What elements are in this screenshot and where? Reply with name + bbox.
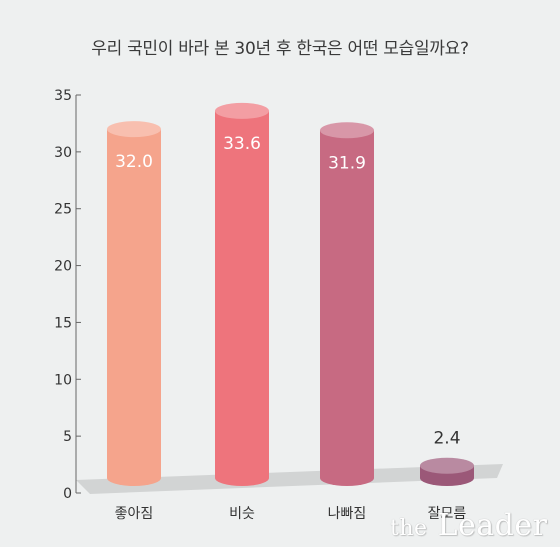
chart-title: 우리 국민이 바라 본 30년 후 한국은 어떤 모습일까요? <box>91 39 469 59</box>
y-tick-label: 35 <box>54 88 72 104</box>
bar: 31.9 <box>320 122 374 486</box>
y-tick-label: 5 <box>63 429 72 445</box>
watermark-the: the <box>390 516 428 541</box>
x-axis-labels: 좋아짐 비슷 나빠짐 잘모름 <box>115 506 467 522</box>
bar: 33.6 <box>215 102 269 486</box>
watermark-leader: Leader <box>437 508 548 543</box>
y-tick-label: 10 <box>54 372 72 388</box>
y-tick-label: 0 <box>63 486 72 502</box>
bar-body <box>320 130 374 478</box>
y-tick-label: 15 <box>54 315 72 331</box>
y-axis-ticks: 0 5 10 15 20 25 30 35 <box>54 88 81 502</box>
bar-value-label: 2.4 <box>433 429 460 449</box>
y-tick-label: 20 <box>54 259 72 275</box>
bar-base <box>320 470 374 486</box>
bar-top <box>320 122 374 139</box>
x-category-label: 나빠짐 <box>328 506 367 522</box>
bar-top <box>420 457 474 474</box>
bar-top <box>215 102 269 119</box>
x-category-label: 비슷 <box>229 506 255 522</box>
bar-top <box>107 121 161 138</box>
bar-body <box>107 129 161 478</box>
bar-value-label: 31.9 <box>328 153 366 173</box>
bar: 2.4 <box>420 429 474 486</box>
bar-base <box>107 470 161 486</box>
bars: 32.0 33.6 31.9 2.4 <box>107 102 474 486</box>
x-category-label: 잘모름 <box>428 506 467 522</box>
bar-value-label: 33.6 <box>223 134 261 154</box>
bar-value-label: 32.0 <box>115 152 153 172</box>
watermark-logo: the Leader <box>390 508 547 543</box>
bar: 32.0 <box>107 121 161 486</box>
bar-body <box>215 110 269 479</box>
bar-base <box>215 470 269 486</box>
bar-base <box>420 470 474 486</box>
y-tick-label: 30 <box>54 145 72 161</box>
y-tick-label: 25 <box>54 202 72 218</box>
x-category-label: 좋아짐 <box>115 506 154 522</box>
chart-floor <box>76 464 503 494</box>
